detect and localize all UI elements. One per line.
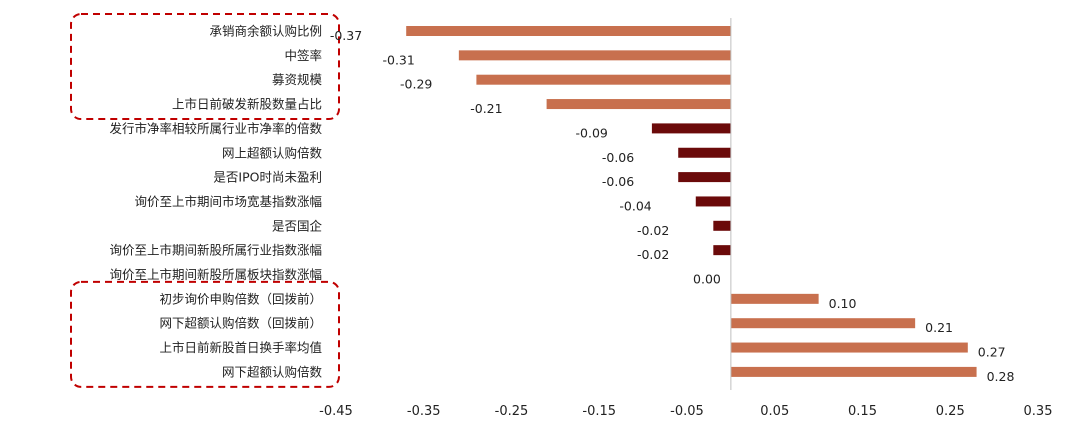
value-label: -0.06 <box>602 150 634 165</box>
value-label: 0.21 <box>925 320 953 335</box>
value-label: -0.02 <box>637 247 669 262</box>
category-label: 承销商余额认购比例 <box>209 24 322 39</box>
value-label: 0.10 <box>829 296 857 311</box>
category-label: 发行市净率相较所属行业市净率的倍数 <box>109 121 322 136</box>
value-label: -0.09 <box>576 125 608 140</box>
category-label: 上市日前破发新股数量占比 <box>172 97 322 112</box>
bar <box>730 318 916 329</box>
bars <box>406 26 977 377</box>
highlight-boxes <box>70 13 340 388</box>
bar <box>546 99 731 110</box>
value-label: -0.04 <box>619 198 651 213</box>
highlight-box-2 <box>70 280 340 388</box>
value-label: -0.02 <box>637 223 669 238</box>
value-label: -0.31 <box>383 52 415 67</box>
category-label: 是否IPO时尚未盈利 <box>213 170 322 185</box>
bar <box>730 293 819 304</box>
x-tick-label: 0.05 <box>760 404 789 419</box>
category-label: 初步询价申购倍数（回拨前） <box>159 291 322 306</box>
category-labels: 承销商余额认购比例中签率募资规模上市日前破发新股数量占比发行市净率相较所属行业市… <box>109 24 322 380</box>
bar <box>406 26 731 36</box>
bar <box>678 172 731 183</box>
x-tick-labels: -0.45 -0.35 -0.25 -0.15 -0.05 0.05 0.15 0.25 0.3… <box>319 404 1052 419</box>
category-label: 上市日前新股首日换手率均值 <box>159 340 322 355</box>
x-tick-label: -0.25 <box>495 404 529 419</box>
category-label: 中签率 <box>284 48 322 63</box>
value-label: -0.06 <box>602 174 634 189</box>
category-label: 募资规模 <box>272 72 323 87</box>
value-label: -0.21 <box>470 101 502 116</box>
value-label: 0.00 <box>693 272 721 287</box>
value-label: 0.28 <box>987 369 1015 384</box>
category-label: 网下超额认购倍数（回拨前） <box>159 316 322 331</box>
value-label: 0.27 <box>978 345 1006 360</box>
bar <box>695 196 731 207</box>
x-tick-label: 0.25 <box>936 404 965 419</box>
value-labels: -0.37 -0.31 -0.29 -0.21 -0.09 -0.06 -0.06 -0.04… <box>330 28 1015 384</box>
value-label: -0.37 <box>330 28 362 43</box>
highlight-box-1 <box>70 13 340 121</box>
x-tick-label: -0.15 <box>582 404 616 419</box>
value-label: -0.29 <box>400 77 432 92</box>
bar <box>678 147 731 158</box>
x-tick-label: -0.45 <box>319 404 353 419</box>
category-label: 询价至上市期间市场宽基指数涨幅 <box>134 194 322 209</box>
bar <box>713 245 731 256</box>
x-tick-label: -0.05 <box>670 404 704 419</box>
category-label: 询价至上市期间新股所属板块指数涨幅 <box>109 267 322 282</box>
x-tick-label: 0.15 <box>848 404 877 419</box>
bar <box>730 366 977 377</box>
category-label: 是否国企 <box>272 218 323 233</box>
bar <box>730 342 968 353</box>
x-tick-label: 0.35 <box>1024 404 1053 419</box>
bar <box>476 74 731 85</box>
bar <box>458 50 731 61</box>
category-label: 网上超额认购倍数 <box>222 145 323 160</box>
bar <box>713 220 731 231</box>
bar <box>651 123 731 134</box>
category-label: 网下超额认购倍数 <box>222 364 323 379</box>
x-tick-label: -0.35 <box>407 404 441 419</box>
category-label: 询价至上市期间新股所属行业指数涨幅 <box>109 243 322 258</box>
